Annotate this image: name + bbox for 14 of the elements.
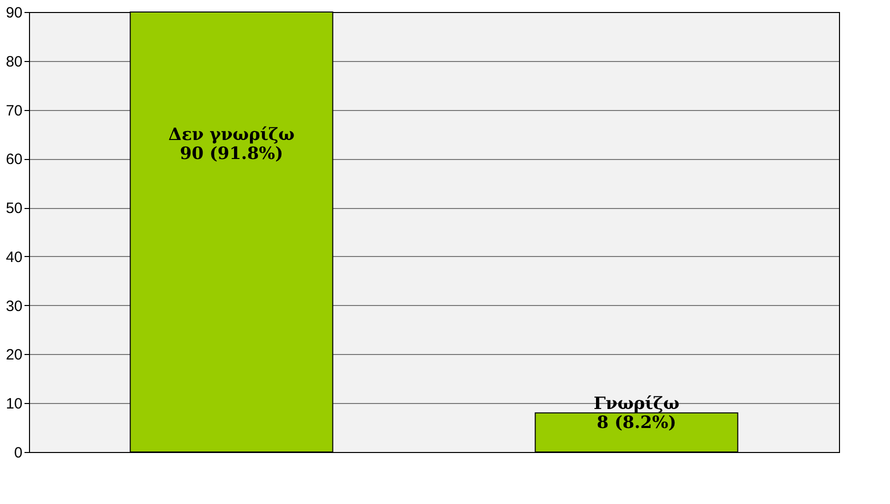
y-tick-label: 20 bbox=[6, 346, 22, 364]
y-tick-label: 90 bbox=[6, 4, 22, 22]
y-tick-label: 30 bbox=[6, 298, 22, 315]
y-tick-label: 0 bbox=[14, 444, 22, 462]
x-tick-label: Δεν γνωρίζω bbox=[168, 125, 295, 145]
data-label: 8 (8.2%) bbox=[596, 412, 676, 433]
y-tick-label: 70 bbox=[6, 102, 22, 120]
y-tick-label: 60 bbox=[6, 151, 22, 168]
y-tick-label: 40 bbox=[6, 248, 22, 266]
y-tick-label: 50 bbox=[6, 200, 22, 218]
y-tick-label: 10 bbox=[6, 396, 22, 413]
x-tick-label: Γνωρίζω bbox=[594, 394, 680, 414]
y-tick-label: 80 bbox=[6, 53, 22, 70]
data-label: 90 (91.8%) bbox=[180, 144, 284, 164]
